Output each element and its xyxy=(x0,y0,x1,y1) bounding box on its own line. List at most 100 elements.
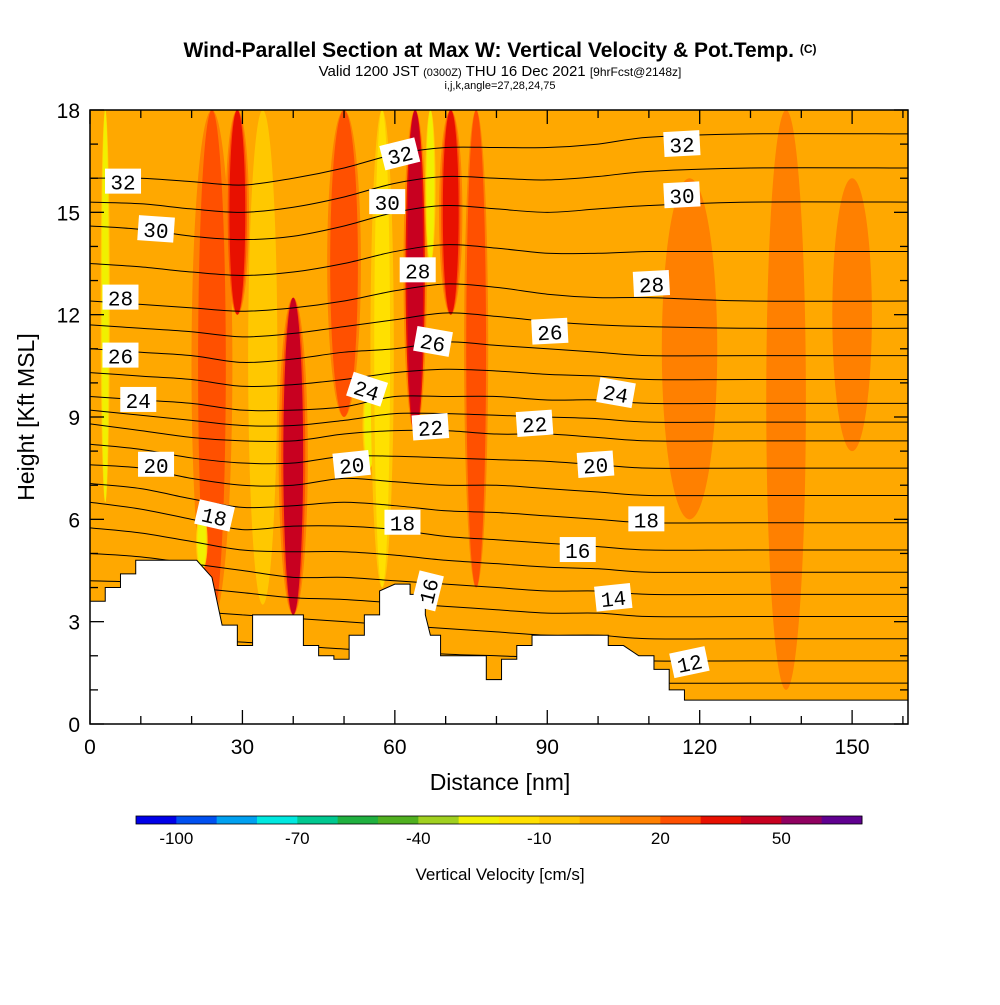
contour-label-box xyxy=(632,270,671,297)
contour-label-box xyxy=(628,506,665,532)
contour-label-text: 28 xyxy=(405,262,430,285)
y-tick-label: 12 xyxy=(57,305,80,328)
contour-label: 30 xyxy=(663,181,701,211)
x-tick-label: 150 xyxy=(835,736,870,759)
contour-label-text: 26 xyxy=(537,323,563,347)
contour-label: 28 xyxy=(399,257,436,285)
colorbar-swatch xyxy=(741,816,782,824)
isentrope-21 xyxy=(90,443,908,469)
colorbar-swatch xyxy=(257,816,298,824)
colorbar-swatch xyxy=(620,816,661,824)
contour-label-text: 30 xyxy=(375,194,400,217)
colorbar-swatch xyxy=(418,816,460,824)
contour-label: 16 xyxy=(559,537,596,565)
colorbar-tick-label: 50 xyxy=(772,829,791,848)
x-tick-label: 30 xyxy=(231,736,254,759)
contour-label-box xyxy=(576,450,615,478)
contour-label: 26 xyxy=(413,326,453,359)
chart-subtitle: Valid 1200 JST (0300Z) THU 16 Dec 2021 [… xyxy=(319,63,682,80)
axis-ticks xyxy=(89,109,908,725)
contour-label: 32 xyxy=(663,130,701,160)
contour-label-text: 24 xyxy=(126,392,151,415)
downdraft-band xyxy=(252,110,273,605)
colorbar-tick-label: 20 xyxy=(651,829,670,848)
colorbar-swatch xyxy=(378,816,419,824)
colorbar-swatch xyxy=(337,816,379,824)
y-tick-label: 18 xyxy=(57,100,80,123)
y-axis-label: Height [Kft MSL] xyxy=(13,333,39,500)
contour-label-text: 32 xyxy=(110,174,135,197)
contour-label: 26 xyxy=(102,342,139,371)
x-axis-label: Distance [nm] xyxy=(430,769,571,795)
colorbar-swatch xyxy=(660,816,702,824)
contour-label-box xyxy=(138,451,175,477)
contour-label: 22 xyxy=(515,409,554,440)
contour-label-box xyxy=(137,215,175,243)
contour-label-box xyxy=(663,181,701,209)
contour-label: 14 xyxy=(594,582,633,615)
y-tick-label: 9 xyxy=(68,407,80,430)
isentrope-28 xyxy=(90,283,908,312)
contour-label: 20 xyxy=(138,451,175,480)
contour-label-box xyxy=(399,257,436,283)
x-tick-label: 90 xyxy=(536,736,559,759)
isentrope-25 xyxy=(90,368,908,388)
terrain-mask xyxy=(89,559,909,725)
colorbar-swatch xyxy=(539,816,581,824)
x-tick-label: 0 xyxy=(84,736,96,759)
x-tick-label: 60 xyxy=(383,736,406,759)
contour-label-box xyxy=(102,342,139,368)
contour-label-box xyxy=(102,284,139,310)
contour-label-box xyxy=(194,499,235,532)
y-tick-label: 3 xyxy=(68,612,80,635)
contour-label: 20 xyxy=(576,450,615,481)
contour-label: 24 xyxy=(346,371,389,408)
y-tick-label: 0 xyxy=(68,714,80,737)
colorbar-swatch xyxy=(781,816,823,824)
contour-label-text: 18 xyxy=(390,515,415,538)
contour-label-text: 12 xyxy=(676,652,705,680)
contour-label-box xyxy=(379,137,421,171)
vertical-velocity-field xyxy=(100,110,882,690)
isentrope-16 xyxy=(90,552,908,596)
chart-indices: i,j,k,angle=27,28,24,75 xyxy=(444,80,555,92)
downdraft-band xyxy=(197,512,206,571)
contour-label: 24 xyxy=(596,377,636,410)
isentrope-20 xyxy=(90,464,908,497)
downdraft-band xyxy=(426,110,434,264)
contour-labels: 3230282624201832302826242220181632302826… xyxy=(102,130,710,680)
contour-label-text: 16 xyxy=(565,542,590,565)
contour-label: 30 xyxy=(369,189,406,217)
contour-label: 12 xyxy=(669,646,710,680)
contour-label-box xyxy=(332,449,371,479)
updraft-band xyxy=(661,178,718,520)
colorbar-swatch xyxy=(216,816,258,824)
updraft-band xyxy=(283,297,304,615)
colorbar-tick-label: -70 xyxy=(285,829,310,848)
updraft-band xyxy=(832,178,872,452)
colorbar-label: Vertical Velocity [cm/s] xyxy=(415,865,584,884)
colorbar-frame xyxy=(135,815,863,825)
contour-label: 26 xyxy=(531,317,569,347)
contour-label: 22 xyxy=(411,413,450,443)
x-tick-labels: 0 30 60 90 120 150 xyxy=(84,736,869,759)
contour-label-text: 14 xyxy=(600,589,627,615)
colorbar-swatch xyxy=(176,816,218,824)
contour-label-text: 20 xyxy=(582,456,609,481)
contour-label: 18 xyxy=(628,506,665,534)
contour-label-box xyxy=(515,409,554,438)
contour-label-box xyxy=(105,168,142,194)
contour-label-text: 20 xyxy=(338,455,365,481)
contour-label: 24 xyxy=(120,386,157,415)
isentrope-17 xyxy=(90,527,908,573)
contour-label-text: 18 xyxy=(634,511,659,534)
contour-label: 28 xyxy=(102,284,139,313)
updraft-band xyxy=(466,110,487,588)
contour-label-text: 26 xyxy=(418,332,447,359)
contour-label-box xyxy=(120,386,157,412)
colorbar-swatch xyxy=(700,816,742,824)
contour-label: 30 xyxy=(137,215,175,245)
colorbar-swatch xyxy=(579,816,621,824)
contour-label-box xyxy=(384,509,421,535)
